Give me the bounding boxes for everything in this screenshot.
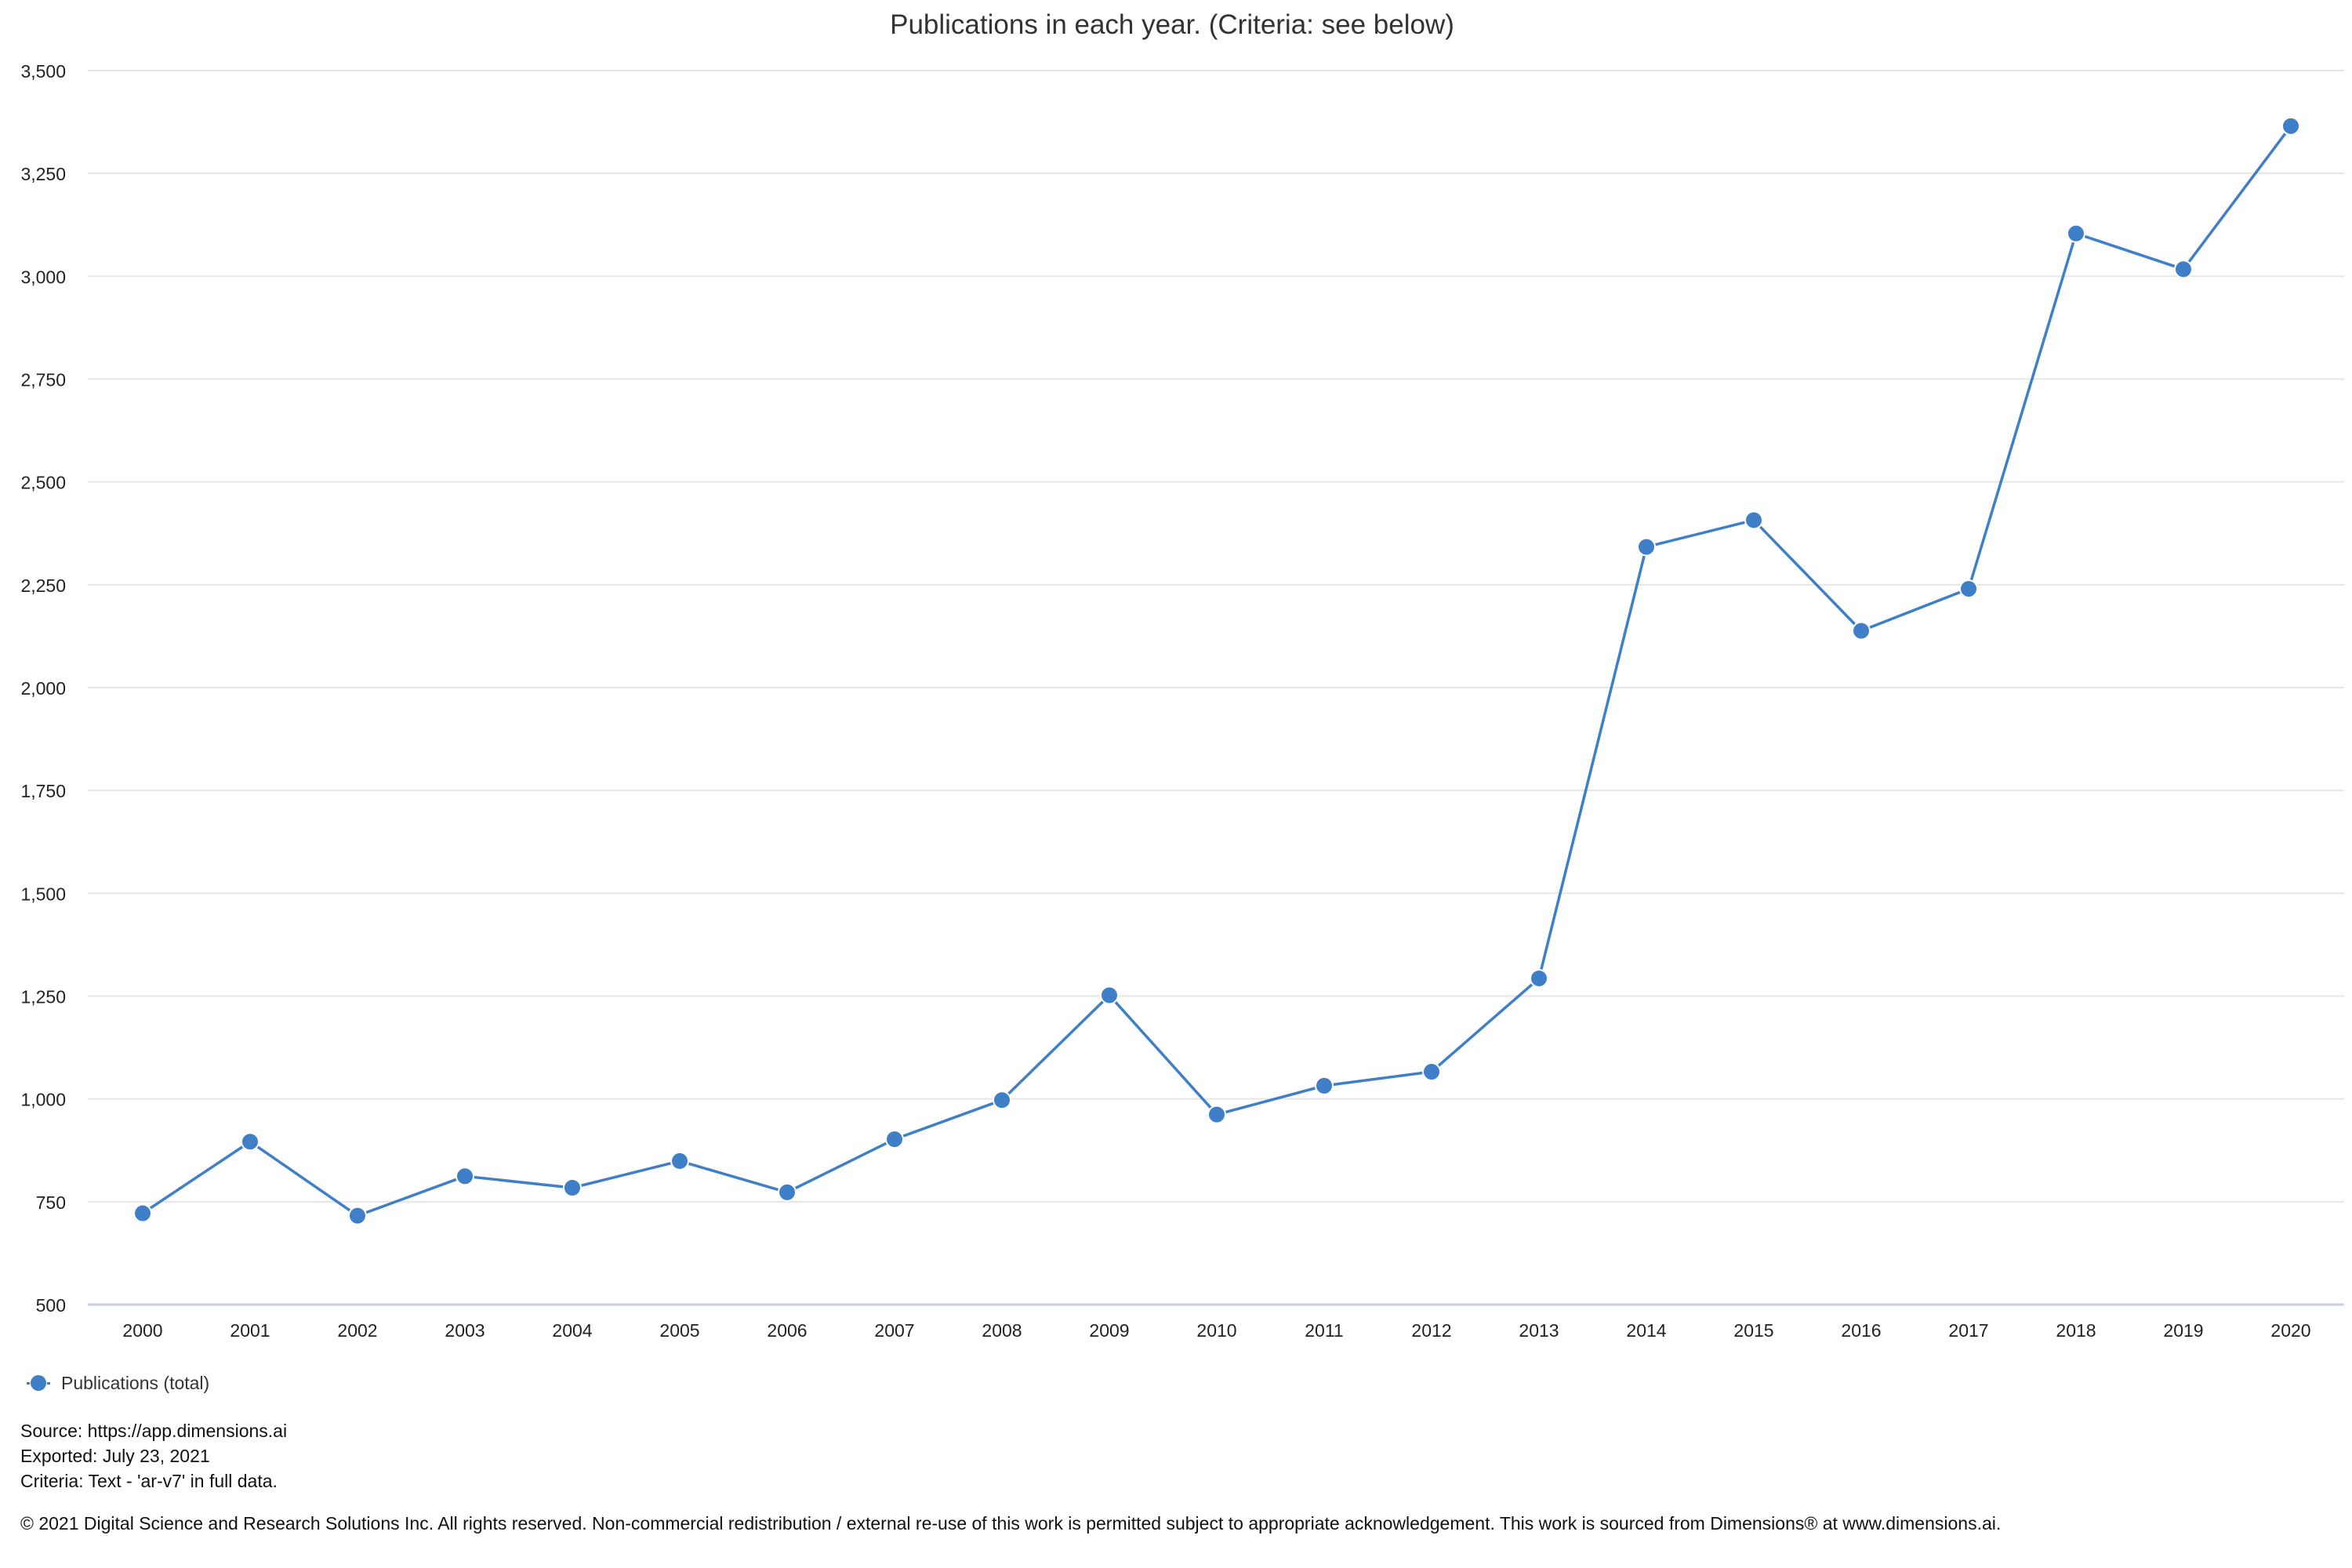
- y-tick-label: 2,250: [20, 575, 66, 596]
- y-tick-label: 1,000: [20, 1090, 66, 1110]
- x-tick-label: 2008: [982, 1320, 1022, 1341]
- y-tick-label: 2,500: [20, 473, 66, 493]
- data-point: [1315, 1076, 1334, 1095]
- series-publications: [133, 116, 2300, 1225]
- x-tick-label: 2010: [1196, 1320, 1236, 1341]
- data-point: [1422, 1062, 1441, 1082]
- x-tick-label: 2016: [1841, 1320, 1881, 1341]
- gridlines: [88, 70, 2344, 1306]
- data-point: [1530, 968, 1548, 988]
- data-point: [2174, 260, 2193, 279]
- data-point: [993, 1091, 1011, 1110]
- data-point: [670, 1151, 689, 1171]
- data-point: [778, 1182, 797, 1202]
- footer-criteria: Criteria: Text - 'ar-v7' in full data.: [20, 1471, 278, 1491]
- data-point: [456, 1167, 474, 1186]
- legend[interactable]: Publications (total): [25, 1367, 209, 1399]
- x-tick-label: 2002: [337, 1320, 377, 1341]
- y-tick-label: 3,000: [20, 267, 66, 287]
- x-tick-label: 2000: [122, 1320, 162, 1341]
- y-tick-label: 3,250: [20, 164, 66, 184]
- data-point: [1744, 510, 1763, 530]
- footer-source: Source: https://app.dimensions.ai: [20, 1421, 288, 1441]
- y-tick-label: 3,500: [20, 61, 66, 82]
- footer-exported: Exported: July 23, 2021: [20, 1446, 210, 1466]
- x-tick-label: 2012: [1411, 1320, 1451, 1341]
- x-tick-label: 2009: [1089, 1320, 1129, 1341]
- y-tick-label: 2,750: [20, 370, 66, 390]
- legend-label: Publications (total): [61, 1372, 210, 1393]
- y-tick-label: 1,500: [20, 884, 66, 904]
- x-tick-label: 2020: [2270, 1320, 2310, 1341]
- data-point: [2281, 116, 2300, 136]
- chart-title: Publications in each year. (Criteria: se…: [890, 9, 1454, 40]
- axes: 500 750 1,000 1,250 1,500 1,750 2,000 2,250 2,50…: [20, 61, 2310, 1341]
- series-line: [142, 125, 2292, 1218]
- data-point: [348, 1206, 367, 1225]
- legend-marker-icon: [25, 1370, 52, 1396]
- x-tick-label: 2001: [230, 1320, 270, 1341]
- data-point: [133, 1203, 152, 1223]
- line-chart: 500 750 1,000 1,250 1,500 1,750 2,000 2,250 2,50…: [20, 61, 2344, 1341]
- x-tick-label: 2006: [767, 1320, 807, 1341]
- x-tick-label: 2007: [874, 1320, 914, 1341]
- x-tick-label: 2019: [2163, 1320, 2203, 1341]
- data-point: [2067, 223, 2085, 243]
- y-tick-label: 750: [36, 1192, 66, 1213]
- data-point: [1637, 537, 1656, 557]
- data-point: [1207, 1105, 1226, 1124]
- data-point: [241, 1132, 260, 1152]
- data-point: [1959, 579, 1978, 599]
- x-tick-label: 2015: [1733, 1320, 1773, 1341]
- x-tick-label: 2005: [659, 1320, 699, 1341]
- y-tick-label: 1,250: [20, 987, 66, 1007]
- x-tick-label: 2011: [1305, 1320, 1343, 1341]
- data-point: [1852, 621, 1871, 641]
- x-tick-label: 2017: [1948, 1320, 1988, 1341]
- y-tick-label: 500: [36, 1295, 66, 1316]
- y-tick-label: 1,750: [20, 781, 66, 801]
- x-tick-label: 2013: [1519, 1320, 1559, 1341]
- x-tick-label: 2004: [552, 1320, 592, 1341]
- y-tick-label: 2,000: [20, 678, 66, 699]
- x-tick-label: 2014: [1626, 1320, 1666, 1341]
- data-point: [885, 1130, 904, 1149]
- data-point: [1100, 985, 1119, 1005]
- footer-copyright: © 2021 Digital Science and Research Solu…: [20, 1513, 2002, 1534]
- data-point: [563, 1178, 582, 1197]
- x-tick-label: 2018: [2056, 1320, 2096, 1341]
- x-tick-label: 2003: [445, 1320, 485, 1341]
